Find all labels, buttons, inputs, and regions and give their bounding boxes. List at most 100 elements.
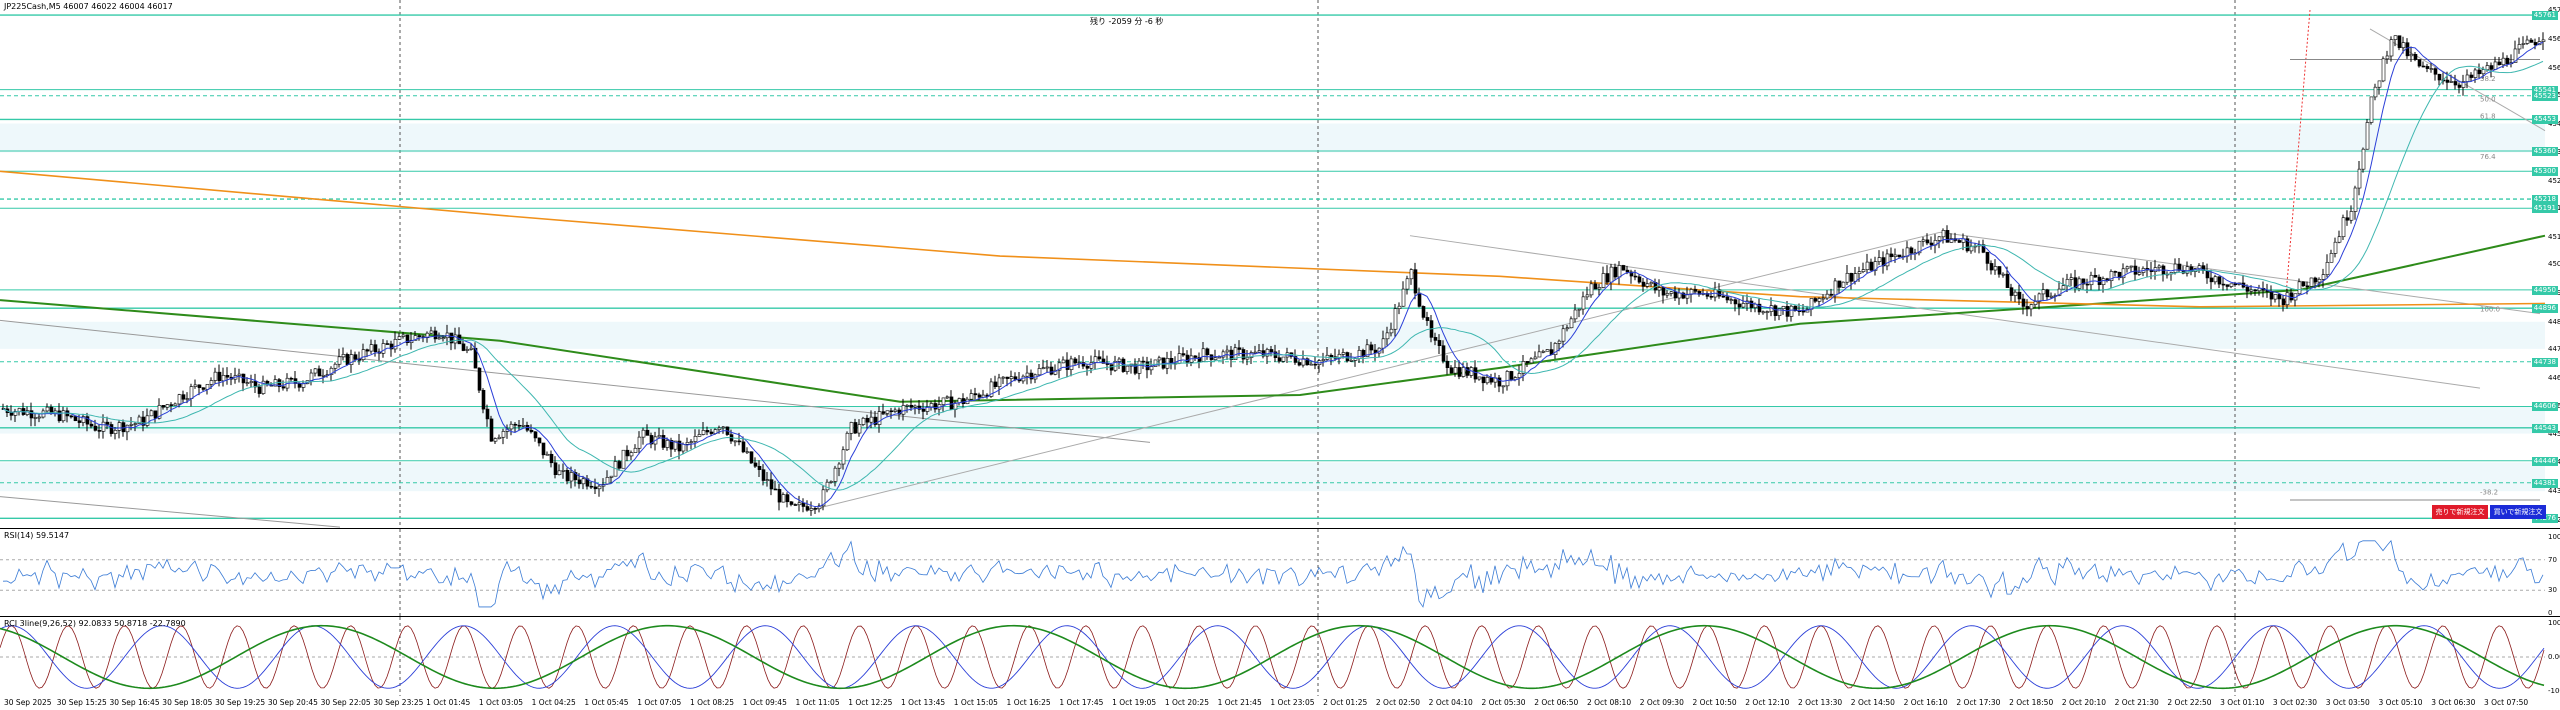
candle-body <box>853 422 858 434</box>
candle-body <box>2401 42 2406 48</box>
candle-body <box>1937 236 1942 241</box>
candle-body <box>1985 252 1990 264</box>
candle-body <box>2077 278 2082 289</box>
candle-body <box>1397 305 1402 309</box>
candle-body <box>249 381 254 383</box>
candle-body <box>321 374 326 377</box>
candle-body <box>745 451 750 454</box>
candle-body <box>1449 367 1454 374</box>
candle-body <box>2093 274 2098 278</box>
candle-body <box>2313 277 2318 283</box>
candle-body <box>225 375 230 378</box>
trend-line <box>1409 235 2481 389</box>
candle-body <box>429 330 434 334</box>
candle-body <box>1085 365 1090 369</box>
time-tick: 1 Oct 15:05 <box>953 698 998 707</box>
price-tick: 45026 <box>2548 260 2560 269</box>
time-tick: 2 Oct 17:30 <box>1956 698 2001 707</box>
time-tick: 2 Oct 08:10 <box>1586 698 1632 707</box>
rci-pane[interactable]: RCI 3line(9,26,52) 92.0833 50.8718 -22.7… <box>0 616 2560 696</box>
candle-body <box>1013 376 1018 380</box>
candle-body <box>37 416 42 419</box>
candle-body <box>1565 327 1570 330</box>
candle-body <box>333 363 338 369</box>
candle-body <box>2501 57 2506 66</box>
candle-body <box>1141 360 1146 363</box>
candle-body <box>2069 277 2074 280</box>
rsi-pane[interactable]: RSI(14) 59.5147 100 70 30 0 <box>0 528 2560 616</box>
candle-body <box>1005 376 1010 379</box>
price-level-box: 45453 <box>2531 115 2558 125</box>
candle-body <box>989 381 994 397</box>
candle-body <box>1025 372 1030 377</box>
candle-body <box>945 396 950 399</box>
candle-body <box>1149 366 1154 371</box>
sell-button[interactable]: 売りで新規注文 <box>2432 505 2488 519</box>
candle-body <box>2245 286 2250 292</box>
candle-body <box>345 354 350 365</box>
candle-body <box>2085 283 2090 286</box>
price-tick: 45691 <box>2548 34 2560 43</box>
rci-canvas[interactable] <box>0 617 2560 696</box>
time-tick: 1 Oct 09:45 <box>742 698 787 707</box>
candle-body <box>1693 289 1698 292</box>
candle-body <box>133 423 138 425</box>
buy-button[interactable]: 買いで新規注文 <box>2490 505 2546 519</box>
candle-body <box>509 423 514 430</box>
candle-body <box>1169 358 1174 364</box>
candle-body <box>129 424 134 426</box>
candle-body <box>1205 348 1210 356</box>
candle-body <box>645 429 650 436</box>
price-chart-canvas[interactable]: 38.2 50.0 61.8 76.4 100.0 -38.2 <box>0 0 2560 528</box>
candle-body <box>1101 358 1106 364</box>
candle-body <box>2497 61 2502 66</box>
price-level-box: 44896 <box>2531 304 2558 314</box>
candle-body <box>97 430 102 432</box>
candle-body <box>1089 362 1094 369</box>
candle-body <box>1885 253 1890 267</box>
price-level-box: 45541 <box>2531 85 2558 95</box>
candle-body <box>2121 268 2126 279</box>
candle-body <box>2101 278 2106 286</box>
candle-body <box>2317 279 2322 283</box>
candle-body <box>1305 358 1310 366</box>
candle-body <box>2081 278 2086 285</box>
candle-body <box>2185 266 2190 274</box>
candle-body <box>821 489 826 507</box>
rci-tick: 100 <box>2548 619 2560 627</box>
candle-body <box>1781 306 1786 310</box>
candle-body <box>1825 293 1830 299</box>
candle-body <box>789 501 794 505</box>
candle-body <box>933 403 938 410</box>
candle-body <box>545 453 550 456</box>
candle-body <box>185 398 190 400</box>
candle-body <box>257 386 262 394</box>
candle-body <box>145 415 150 426</box>
candle-body <box>1257 350 1262 353</box>
candle-body <box>449 332 454 344</box>
candle-body <box>2461 81 2466 88</box>
candle-body <box>865 417 870 423</box>
candle-body <box>1497 377 1502 387</box>
time-tick: 1 Oct 07:05 <box>637 698 682 707</box>
candle-body <box>393 339 398 350</box>
candle-body <box>1621 265 1626 271</box>
symbol-label: JP225Cash,M5 46007 46022 46004 46017 <box>4 2 173 11</box>
candle-body <box>901 405 906 415</box>
candle-body <box>297 383 302 388</box>
price-tick: 44691 <box>2548 373 2560 382</box>
candle-body <box>1473 367 1478 380</box>
candle-body <box>641 429 646 438</box>
price-chart-pane[interactable]: 38.2 50.0 61.8 76.4 100.0 -38.2 JP225Cash,M5 … <box>0 0 2560 528</box>
candle-body <box>1249 352 1254 358</box>
candle-body <box>1241 349 1246 360</box>
candle-body <box>805 506 810 511</box>
candle-body <box>829 481 834 483</box>
candle-body <box>2021 298 2026 307</box>
candle-body <box>2289 292 2294 301</box>
time-tick: 1 Oct 16:25 <box>1006 698 1051 707</box>
rsi-canvas[interactable] <box>0 529 2560 616</box>
candle-body <box>977 394 982 398</box>
rci-long-line <box>0 624 2545 690</box>
candle-body <box>261 380 266 394</box>
